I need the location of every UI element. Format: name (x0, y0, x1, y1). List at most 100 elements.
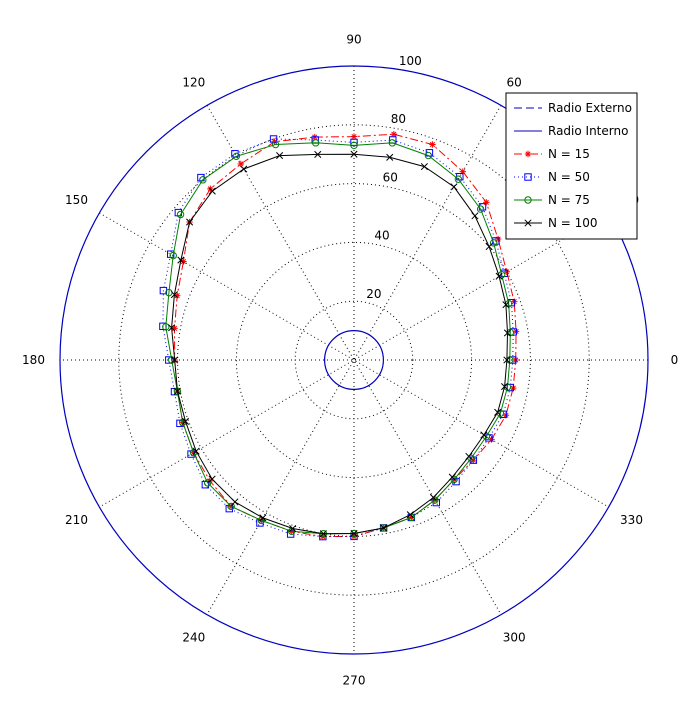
series-2-point-10 (312, 139, 320, 147)
series-2-point-11 (271, 140, 280, 149)
series-2-point-15 (169, 251, 177, 260)
legend-marker-4 (524, 196, 532, 204)
series-3-point-26 (319, 530, 327, 538)
series-0-point-6 (459, 168, 466, 175)
series-3 (168, 150, 512, 538)
legend-marker-5 (524, 219, 532, 227)
series-3-point-10 (314, 150, 322, 158)
legend-label-0: Radio Externo (548, 101, 632, 115)
series-3-point-20 (181, 417, 190, 425)
series-2-point-4 (489, 239, 498, 247)
series-3-point-25 (289, 524, 297, 533)
series-line-0 (173, 133, 517, 538)
angle-label-120: 120 (182, 76, 205, 90)
series-0-point-16 (173, 292, 181, 299)
series-3-point-0 (503, 356, 511, 364)
legend-label-5: N = 100 (548, 216, 598, 230)
series-3-point-34 (494, 408, 502, 416)
angle-label-300: 300 (503, 631, 526, 645)
series-3-point-21 (192, 447, 200, 455)
series-3-point-13 (208, 187, 216, 195)
series-2-point-6 (454, 175, 463, 183)
series-3-point-18 (171, 356, 179, 364)
legend-entry-3: N = 50 (514, 170, 590, 184)
series-0-point-8 (390, 130, 398, 138)
angle-label-240: 240 (182, 631, 205, 645)
series-2-point-28 (379, 524, 388, 532)
series-2-point-17 (162, 323, 170, 331)
legend-label-3: N = 50 (548, 170, 590, 184)
series-0-point-17 (171, 325, 178, 332)
series-3-point-14 (186, 218, 194, 226)
series-0-point-4 (494, 235, 502, 243)
series-3-point-8 (386, 153, 394, 161)
radial-label-40: 40 (374, 229, 389, 243)
series-3-point-35 (501, 382, 509, 391)
series-2-point-23 (227, 502, 235, 511)
series-3-point-15 (177, 256, 185, 264)
series-2-point-14 (176, 210, 185, 219)
series-3-point-23 (231, 498, 239, 506)
reference-circles (59, 65, 649, 655)
series-2-point-30 (431, 496, 439, 504)
series-2-point-12 (232, 152, 241, 161)
series-3-point-31 (448, 473, 456, 481)
series-3-point-24 (259, 514, 267, 522)
legend-marker-2 (524, 150, 532, 158)
series-1-point-23 (225, 504, 233, 513)
legend-label-1: Radio Interno (548, 124, 628, 138)
series-1-point-22 (201, 481, 210, 489)
legend-label-4: N = 75 (548, 193, 590, 207)
series-3-point-29 (406, 511, 414, 519)
series-2-point-9 (350, 141, 358, 150)
radial-label-60: 60 (383, 170, 398, 184)
reference-circle-0 (59, 65, 649, 655)
series-2-point-8 (388, 139, 396, 147)
angle-label-0: 0 (671, 353, 679, 367)
data-series (159, 130, 520, 541)
angle-label-90: 90 (346, 33, 361, 47)
series-3-point-30 (429, 493, 437, 502)
series-3-point-3 (495, 272, 503, 280)
series-0-point-3 (503, 268, 510, 275)
series-3-point-2 (502, 301, 510, 309)
angle-label-180: 180 (22, 353, 45, 367)
series-3-point-19 (173, 387, 181, 395)
series-2-point-5 (476, 205, 485, 213)
series-line-3 (171, 153, 509, 535)
angle-label-60: 60 (507, 76, 522, 90)
angle-label-210: 210 (65, 513, 88, 527)
series-3-point-12 (240, 165, 248, 173)
legend-label-2: N = 15 (548, 147, 590, 161)
radial-tick-labels: 20 40 60 80 100 (366, 54, 422, 301)
series-0-point-9 (350, 133, 358, 140)
reference-circle-1 (324, 330, 385, 391)
series-0 (171, 130, 520, 540)
series-3-point-4 (485, 243, 493, 251)
legend-marker-3 (524, 173, 532, 181)
series-3-point-16 (170, 291, 178, 299)
legend-entry-5: N = 100 (514, 216, 598, 230)
radial-label-100: 100 (399, 54, 422, 68)
series-2 (162, 139, 515, 538)
series-3-point-17 (168, 324, 176, 332)
series-3-point-9 (350, 150, 358, 158)
angle-label-330: 330 (620, 513, 643, 527)
series-2-point-31 (450, 475, 458, 484)
series-0-point-7 (429, 141, 436, 148)
series-2-point-7 (424, 151, 433, 160)
series-3-point-32 (465, 452, 473, 460)
angle-label-150: 150 (65, 193, 88, 207)
series-3-point-6 (450, 183, 458, 191)
series-3-point-7 (420, 163, 428, 171)
grid-circle-80 (118, 124, 590, 596)
legend: Radio Externo Radio Interno N = 15 N = 50 N … (505, 92, 638, 240)
radial-label-80: 80 (391, 112, 406, 126)
series-1-point-13 (197, 173, 205, 182)
series-3-point-5 (471, 212, 479, 220)
series-3-point-11 (276, 152, 284, 160)
angle-label-270: 270 (343, 674, 366, 688)
series-0-point-15 (180, 258, 187, 265)
series-2-point-22 (203, 479, 212, 487)
